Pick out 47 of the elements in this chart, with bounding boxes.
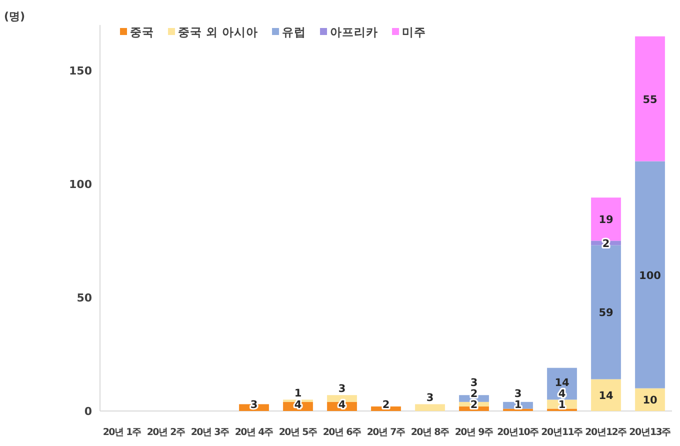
x-tick-label: 20년11주: [541, 427, 584, 438]
data-label: 2: [602, 238, 610, 250]
x-tick-label: 20년 4주: [234, 427, 274, 438]
y-axis-title: (명): [4, 10, 26, 23]
legend-label: 유럽: [282, 25, 306, 39]
data-label: 1: [514, 399, 522, 411]
data-label: 3: [470, 377, 478, 389]
bar: [591, 379, 621, 411]
data-label: 4: [558, 388, 566, 400]
data-label: 4: [338, 399, 346, 411]
legend-label: 중국: [130, 25, 154, 39]
legend-label: 중국 외 아시아: [178, 25, 258, 39]
bar: [415, 404, 445, 411]
x-tick-label: 20년12주: [585, 427, 628, 438]
x-tick-label: 20년 8주: [410, 427, 450, 438]
y-tick-label: 150: [69, 64, 92, 78]
data-label: 2: [470, 388, 478, 400]
x-tick-label: 20년 2주: [146, 427, 186, 438]
legend-label: 아프리카: [330, 25, 378, 39]
x-tick-label: 20년13주: [629, 427, 672, 438]
x-tick-label: 20년 6주: [322, 427, 362, 438]
data-label: 1: [294, 388, 302, 400]
data-label: 3: [514, 388, 522, 400]
x-tick-label: 20년 7주: [366, 427, 406, 438]
data-label: 10: [642, 394, 658, 407]
x-tick-label: 20년 5주: [278, 427, 318, 438]
y-tick-label: 0: [84, 405, 92, 418]
data-label: 59: [598, 307, 614, 320]
x-tick-label: 20년 3주: [190, 427, 230, 438]
y-tick-label: 50: [76, 291, 92, 304]
data-label: 3: [338, 383, 346, 396]
x-tick-label: 20년 9주: [454, 427, 494, 438]
data-label: 1: [558, 399, 566, 411]
data-label: 14: [554, 377, 570, 389]
data-label: 4: [294, 399, 302, 411]
data-label: 100: [639, 270, 661, 282]
bar: [635, 161, 665, 388]
data-label: 19: [598, 214, 614, 226]
data-label: 3: [426, 392, 434, 404]
bar: [327, 395, 357, 402]
data-label: 55: [642, 94, 658, 106]
y-tick-label: 100: [69, 178, 92, 191]
legend-label: 미주: [402, 25, 426, 39]
data-label: 14: [598, 390, 614, 402]
bar: [635, 36, 665, 162]
x-tick-label: 20년10주: [497, 427, 540, 438]
x-tick-label: 20년 1주: [102, 427, 142, 438]
